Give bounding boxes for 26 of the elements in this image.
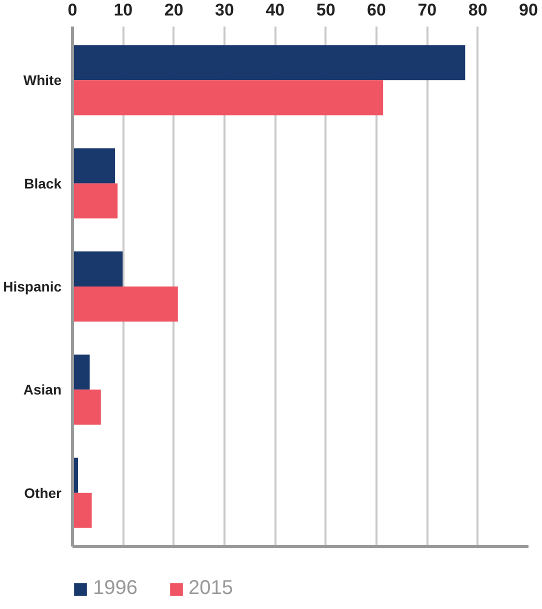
bar — [72, 492, 92, 528]
y-tick-label: White — [23, 72, 62, 88]
x-tick-label: 10 — [114, 0, 133, 20]
x-tick-label: 80 — [468, 0, 488, 20]
x-tick-label: 0 — [68, 0, 78, 20]
x-tick-label: 20 — [164, 0, 184, 20]
x-tick-label: 50 — [316, 0, 336, 20]
x-tick-label: 60 — [367, 0, 386, 20]
bar — [72, 354, 90, 390]
x-tick-label: 90 — [519, 0, 538, 20]
bar — [72, 390, 101, 425]
y-tick-label: Hispanic — [3, 278, 62, 294]
legend-label: 2015 — [188, 577, 233, 600]
bar — [72, 80, 384, 116]
y-tick-label: Black — [24, 175, 62, 192]
bar — [72, 183, 118, 218]
bar — [72, 45, 466, 80]
bar — [72, 148, 116, 184]
y-tick-label: Other — [24, 484, 62, 501]
bar — [72, 251, 123, 286]
x-tick-label: 40 — [266, 0, 285, 20]
legend-label: 1996 — [93, 577, 138, 600]
x-tick-label: 30 — [215, 0, 234, 20]
x-tick-label: 70 — [418, 0, 437, 20]
y-tick-label: Asian — [23, 382, 62, 398]
bar — [72, 286, 178, 322]
